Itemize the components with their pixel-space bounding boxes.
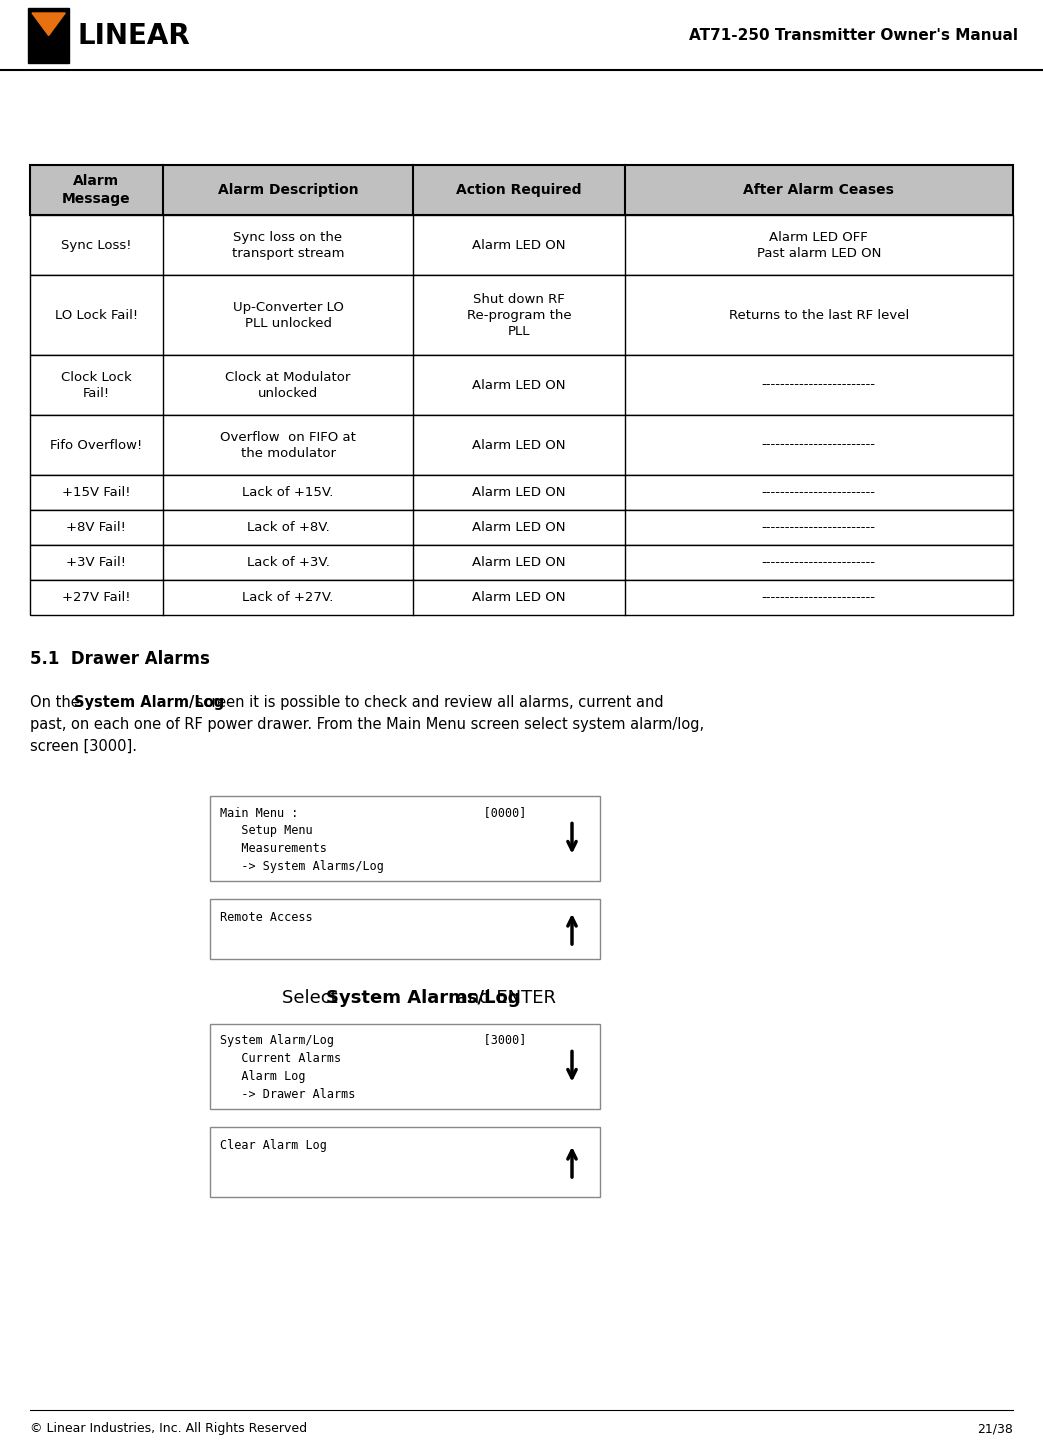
Text: System Alarm/Log                     [3000]: System Alarm/Log [3000]: [220, 1034, 527, 1047]
Polygon shape: [32, 13, 66, 35]
Text: +8V Fail!: +8V Fail!: [67, 521, 126, 534]
Bar: [210, 899, 600, 958]
Text: Lack of +8V.: Lack of +8V.: [246, 521, 330, 534]
Text: -> System Alarms/Log: -> System Alarms/Log: [220, 860, 384, 873]
Text: Alarm LED ON: Alarm LED ON: [472, 378, 565, 392]
Text: ------------------------: ------------------------: [761, 438, 876, 451]
Polygon shape: [28, 9, 69, 62]
Text: Alarm LED ON: Alarm LED ON: [472, 592, 565, 605]
Bar: [30, 510, 1013, 545]
Bar: [30, 276, 1013, 355]
Text: Clock at Modulator
unlocked: Clock at Modulator unlocked: [225, 371, 350, 400]
Text: Alarm
Message: Alarm Message: [62, 174, 130, 206]
Text: -> Drawer Alarms: -> Drawer Alarms: [220, 1088, 356, 1101]
Text: 5.1  Drawer Alarms: 5.1 Drawer Alarms: [30, 650, 210, 668]
Text: 21/38: 21/38: [977, 1422, 1013, 1436]
Bar: [30, 545, 1013, 580]
Bar: [30, 580, 1013, 615]
Text: Alarm Description: Alarm Description: [218, 183, 359, 197]
Text: Sync loss on the
transport stream: Sync loss on the transport stream: [232, 231, 344, 260]
Text: ------------------------: ------------------------: [761, 592, 876, 605]
Bar: [30, 215, 1013, 276]
Text: Measurements: Measurements: [220, 842, 326, 856]
Text: past, on each one of RF power drawer. From the Main Menu screen select system al: past, on each one of RF power drawer. Fr…: [30, 716, 704, 732]
Text: Lack of +27V.: Lack of +27V.: [242, 592, 334, 605]
Text: Lack of +15V.: Lack of +15V.: [242, 486, 334, 499]
Text: Current Alarms: Current Alarms: [220, 1053, 341, 1064]
Text: LINEAR: LINEAR: [77, 22, 190, 49]
Bar: [30, 476, 1013, 510]
Text: Alarm Log: Alarm Log: [220, 1070, 306, 1083]
Text: System Alarms/Log: System Alarms/Log: [326, 989, 520, 1006]
Bar: [30, 355, 1013, 415]
Text: After Alarm Ceases: After Alarm Ceases: [744, 183, 894, 197]
Text: Select: Select: [282, 989, 343, 1006]
Bar: [30, 165, 1013, 215]
Text: Clear Alarm Log: Clear Alarm Log: [220, 1140, 326, 1151]
Text: Action Required: Action Required: [456, 183, 582, 197]
Text: Sync Loss!: Sync Loss!: [62, 238, 131, 251]
Text: and ENTER: and ENTER: [451, 989, 556, 1006]
Text: Shut down RF
Re-program the
PLL: Shut down RF Re-program the PLL: [466, 293, 572, 338]
Text: Alarm LED ON: Alarm LED ON: [472, 555, 565, 568]
Text: Returns to the last RF level: Returns to the last RF level: [729, 309, 909, 322]
Text: ------------------------: ------------------------: [761, 486, 876, 499]
Text: System Alarm/Log: System Alarm/Log: [74, 695, 224, 710]
Text: Overflow  on FIFO at
the modulator: Overflow on FIFO at the modulator: [220, 431, 356, 460]
Text: ------------------------: ------------------------: [761, 521, 876, 534]
Text: Setup Menu: Setup Menu: [220, 824, 313, 837]
Text: Remote Access: Remote Access: [220, 911, 313, 924]
Text: ------------------------: ------------------------: [761, 555, 876, 568]
Text: Main Menu :                          [0000]: Main Menu : [0000]: [220, 806, 527, 819]
Bar: [210, 796, 600, 882]
Text: Up-Converter LO
PLL unlocked: Up-Converter LO PLL unlocked: [233, 300, 343, 329]
Text: Alarm LED ON: Alarm LED ON: [472, 438, 565, 451]
Text: © Linear Industries, Inc. All Rights Reserved: © Linear Industries, Inc. All Rights Res…: [30, 1422, 307, 1436]
Bar: [30, 415, 1013, 476]
Text: AT71-250 Transmitter Owner's Manual: AT71-250 Transmitter Owner's Manual: [689, 28, 1018, 42]
Text: +27V Fail!: +27V Fail!: [63, 592, 130, 605]
Bar: [210, 1024, 600, 1109]
Text: screen it is possible to check and review all alarms, current and: screen it is possible to check and revie…: [191, 695, 664, 710]
Text: Lack of +3V.: Lack of +3V.: [246, 555, 330, 568]
Text: +3V Fail!: +3V Fail!: [67, 555, 126, 568]
Text: Alarm LED ON: Alarm LED ON: [472, 238, 565, 251]
Text: ------------------------: ------------------------: [761, 378, 876, 392]
Text: Clock Lock
Fail!: Clock Lock Fail!: [60, 371, 131, 400]
Text: Alarm LED OFF
Past alarm LED ON: Alarm LED OFF Past alarm LED ON: [756, 231, 881, 260]
Text: LO Lock Fail!: LO Lock Fail!: [55, 309, 138, 322]
Text: Alarm LED ON: Alarm LED ON: [472, 521, 565, 534]
Text: screen [3000].: screen [3000].: [30, 740, 137, 754]
Text: Fifo Overflow!: Fifo Overflow!: [50, 438, 143, 451]
Text: On the: On the: [30, 695, 84, 710]
Bar: [210, 1127, 600, 1198]
Text: Alarm LED ON: Alarm LED ON: [472, 486, 565, 499]
Text: +15V Fail!: +15V Fail!: [63, 486, 130, 499]
